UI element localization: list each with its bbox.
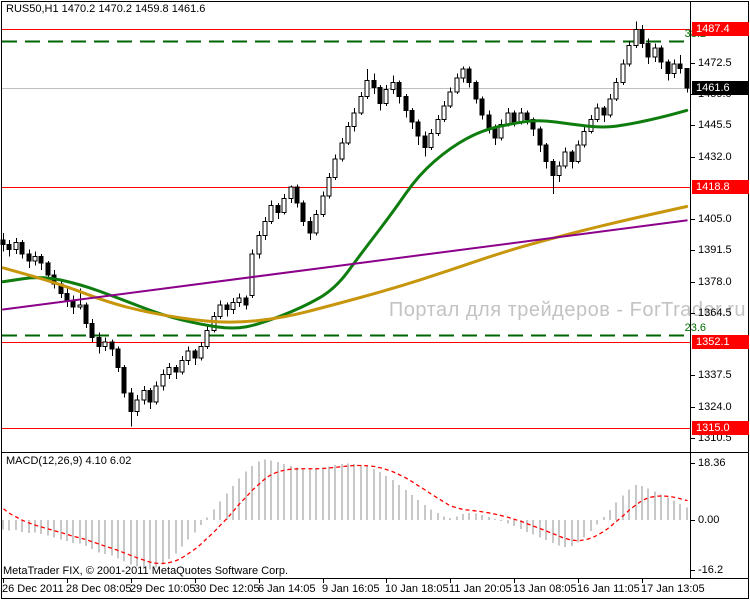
price-tick-label: 1405.0 (698, 213, 732, 225)
date-label: 17 Jan 13:05 (641, 583, 705, 595)
date-label: 13 Jan 08:05 (513, 583, 577, 595)
price-tick-label: 1337.5 (698, 369, 732, 381)
watermark: Портал для трейдеров - ForTrader.ru (388, 299, 746, 321)
price-tick-label: 1472.5 (698, 57, 732, 69)
macd-tick-label: 18.36 (698, 457, 726, 469)
date-label: 26 Dec 2011 (2, 583, 64, 595)
date-label: 9 Jan 16:05 (322, 583, 380, 595)
price-tick-label: 1378.0 (698, 276, 732, 288)
price-level-badge: 1487.4 (692, 22, 749, 36)
date-label: 16 Jan 11:05 (577, 583, 640, 595)
date-label: 6 Jan 14:05 (258, 583, 316, 595)
price-level-badge: 1418.8 (692, 180, 749, 194)
date-label: 10 Jan 18:05 (385, 583, 449, 595)
price-tick-label: 1310.5 (698, 432, 732, 444)
price-tick-label: 1391.5 (698, 244, 732, 256)
date-label: 30 Dec 12:05 (194, 583, 260, 595)
date-label: 29 Dec 10:05 (130, 583, 196, 595)
date-label: 11 Jan 20:05 (449, 583, 512, 595)
symbol-ohlc-title: RUS50,H1 1470.2 1470.2 1459.8 1461.6 (6, 3, 206, 15)
price-level-badge: 1315.0 (692, 421, 749, 435)
price-tick-label: 1364.5 (698, 307, 732, 319)
date-label: 28 Dec 08:05 (66, 583, 132, 595)
price-tick-label: 1324.0 (698, 401, 732, 413)
price-tick-label: 1445.5 (698, 119, 732, 131)
macd-tick-label: -16.2 (698, 564, 724, 576)
macd-tick-label: 0.00 (698, 514, 720, 526)
macd-indicator-label: MACD(12,26,9) 4.10 6.02 (6, 455, 132, 467)
price-level-badge: 1352.1 (692, 335, 749, 349)
price-tick-label: 1432.0 (698, 151, 732, 163)
current-price-badge: 1461.6 (692, 81, 749, 95)
fib-label: 23.6 (684, 322, 706, 334)
copyright-label: MetaTrader FIX, © 2001-2011 MetaQuotes S… (3, 565, 289, 577)
